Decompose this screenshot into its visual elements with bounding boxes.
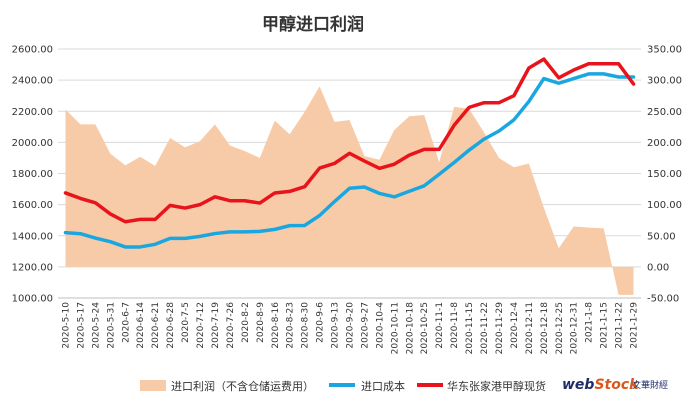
line-layer xyxy=(63,57,636,249)
x-tick-label: 2021-1-15 xyxy=(600,302,610,349)
y-right-tick-label: 250.00 xyxy=(647,107,682,118)
chart-title: 甲醇进口利润 xyxy=(262,14,364,35)
x-tick-label: 2020-6-14 xyxy=(136,302,146,349)
x-tick-label: 2020-7-12 xyxy=(196,302,206,349)
logo-text: webStock xyxy=(562,377,640,393)
x-tick-label: 2020-12-4 xyxy=(510,302,520,349)
x-tick-label: 2020-7-26 xyxy=(226,302,236,349)
x-tick-label: 2020-6-28 xyxy=(166,302,176,349)
legend-label-spot: 华东张家港甲醇现货 xyxy=(447,379,546,393)
x-tick-label: 2020-9-6 xyxy=(316,302,326,343)
y-right-tick-label: 350.00 xyxy=(647,45,682,56)
x-tick-label: 2020-10-18 xyxy=(405,302,415,355)
y-right-tick-label: 300.00 xyxy=(647,76,682,87)
x-tick-label: 2020-11-8 xyxy=(450,302,460,349)
series-line-import-cost xyxy=(63,72,636,249)
x-tick-label: 2021-1-29 xyxy=(630,302,640,349)
y-right-tick-label: 200.00 xyxy=(647,138,682,149)
y-axis-right: -50.00 0.00 50.00 100.00 150.00 200.00 250.00 3… xyxy=(647,45,682,305)
y-left-tick-label: 1600.00 xyxy=(12,200,53,211)
x-tick-label: 2020-8-2 xyxy=(241,302,251,343)
x-tick-label: 2020-10-25 xyxy=(420,302,430,354)
y-right-tick-label: 50.00 xyxy=(647,231,676,242)
x-tick-label: 2020-6-21 xyxy=(151,302,161,349)
webstock-logo: webStock 文華財經 xyxy=(562,377,668,393)
logo-cn-text: 文華財經 xyxy=(632,379,668,391)
y-left-tick-label: 2000.00 xyxy=(12,138,53,149)
x-tick-label: 2020-5-24 xyxy=(91,302,101,349)
x-tick-label: 2020-10-11 xyxy=(390,302,400,354)
y-left-tick-label: 1800.00 xyxy=(12,169,53,180)
x-tick-label: 2020-12-11 xyxy=(525,302,535,354)
x-tick-label: 2020-5-10 xyxy=(61,302,71,349)
series-line-spot-price xyxy=(63,57,636,224)
x-tick-label: 2020-11-22 xyxy=(480,302,490,354)
x-tick-label: 2020-8-30 xyxy=(301,302,311,349)
x-tick-label: 2020-5-17 xyxy=(76,302,86,349)
x-tick-label: 2020-8-16 xyxy=(271,302,281,349)
legend-label-profit: 进口利润（不含仓储运费用） xyxy=(171,379,314,393)
x-tick-label: 2020-12-31 xyxy=(570,302,580,354)
y-right-tick-label: 0.00 xyxy=(647,262,669,273)
legend-label-cost: 进口成本 xyxy=(361,379,405,393)
x-tick-label: 2020-12-18 xyxy=(540,302,550,355)
y-axis-left: 1000.00 1200.00 1400.00 1600.00 1800.00 2000.… xyxy=(12,45,53,305)
y-right-tick-label: -50.00 xyxy=(647,294,679,305)
y-right-tick-label: 100.00 xyxy=(647,200,682,211)
y-left-tick-label: 2600.00 xyxy=(12,45,53,56)
x-tick-label: 2021-1-22 xyxy=(615,302,625,349)
x-tick-label: 2021-1-8 xyxy=(585,302,595,343)
x-tick-label: 2020-9-27 xyxy=(360,302,370,349)
x-tick-label: 2020-9-13 xyxy=(331,302,341,349)
y-left-tick-label: 2400.00 xyxy=(12,76,53,87)
y-left-tick-label: 1400.00 xyxy=(12,231,53,242)
x-tick-label: 2020-5-31 xyxy=(106,302,116,349)
x-tick-label: 2020-10-4 xyxy=(375,302,385,349)
x-tick-label: 2020-8-9 xyxy=(256,302,266,343)
x-tick-label: 2020-11-15 xyxy=(465,302,475,354)
x-tick-label: 2020-6-7 xyxy=(121,302,131,343)
y-left-tick-label: 2200.00 xyxy=(12,107,53,118)
legend: 进口利润（不含仓储运费用） 进口成本 华东张家港甲醇现货 xyxy=(140,379,546,393)
y-left-tick-label: 1200.00 xyxy=(12,262,53,273)
legend-swatch-profit xyxy=(140,380,166,391)
x-tick-label: 2020-7-19 xyxy=(211,302,221,349)
y-right-tick-label: 150.00 xyxy=(647,169,682,180)
x-tick-label: 2020-11-29 xyxy=(495,302,505,355)
x-tick-label: 2020-8-23 xyxy=(286,302,296,349)
x-axis: 2020-5-10 2020-5-17 2020-5-24 2020-5-31 2020… xyxy=(58,297,641,355)
y-left-tick-label: 1000.00 xyxy=(12,294,53,305)
x-tick-label: 2020-11-1 xyxy=(435,302,445,349)
x-tick-label: 2020-9-20 xyxy=(346,302,356,349)
x-tick-label: 2020-12-25 xyxy=(555,302,565,354)
x-tick-label: 2020-7-5 xyxy=(181,302,191,343)
